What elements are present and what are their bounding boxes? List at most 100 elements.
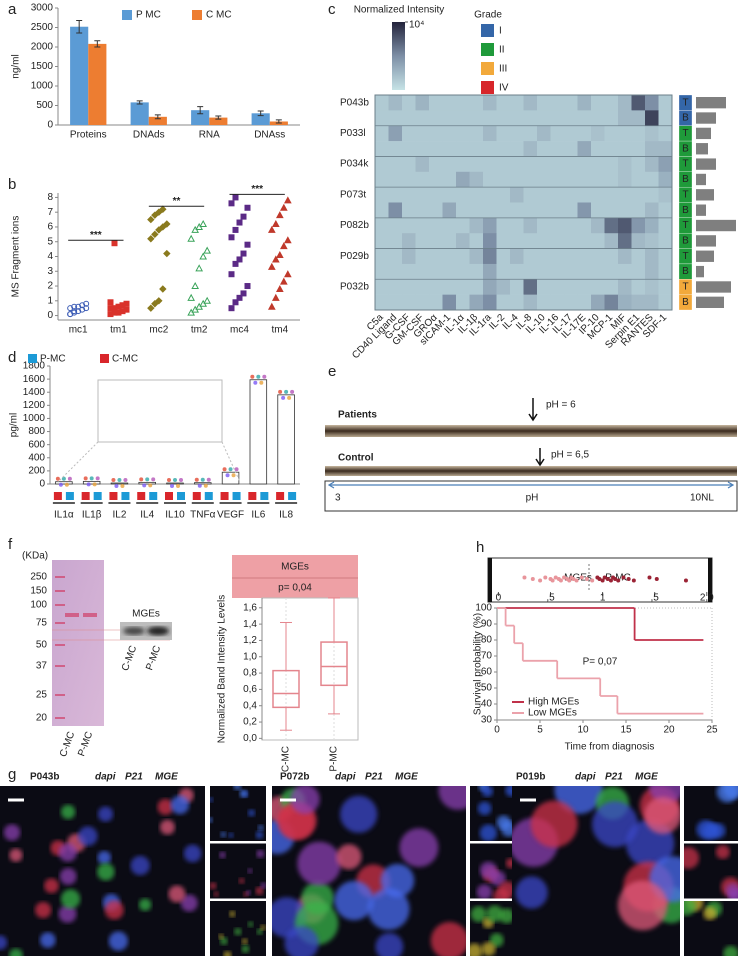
cell xyxy=(247,921,254,927)
legend-label: P-MC xyxy=(40,354,66,365)
heatmap-cell xyxy=(564,110,578,127)
legend-label: C-MC xyxy=(112,354,138,365)
heatmap-cell xyxy=(604,202,619,219)
heatmap-cell xyxy=(631,125,646,142)
heatmap-cell xyxy=(442,110,457,127)
heatmap-cell xyxy=(618,217,632,234)
point xyxy=(151,300,159,308)
cell xyxy=(430,921,466,956)
heatmap-cell xyxy=(591,202,605,219)
cell xyxy=(257,825,264,831)
point xyxy=(111,240,118,247)
x-tick-label: mc2 xyxy=(149,325,168,336)
heatmap-cell xyxy=(442,187,457,203)
point xyxy=(191,281,200,290)
strip-end xyxy=(488,558,492,602)
heatmap-cell xyxy=(483,171,497,188)
heatmap-cell xyxy=(564,141,578,157)
row-label: P082b xyxy=(340,220,369,231)
heatmap-cell xyxy=(631,110,646,127)
heatmap-cell xyxy=(537,110,551,127)
heatmap-cell xyxy=(537,141,551,157)
heatmap-cell xyxy=(510,294,524,311)
point xyxy=(602,575,607,580)
heatmap-cell xyxy=(591,217,605,234)
y-tick-label: 2 xyxy=(47,281,53,292)
point xyxy=(538,578,543,583)
y-axis-title: ng/ml xyxy=(11,54,22,78)
heatmap-cell xyxy=(604,233,619,249)
point xyxy=(195,264,204,272)
heatmap-cell xyxy=(415,263,430,280)
heatmap-cell xyxy=(564,125,578,142)
heatmap-cell xyxy=(645,171,659,188)
heatmap-cell xyxy=(604,263,619,280)
cell xyxy=(58,843,77,862)
y-tick-label: 100 xyxy=(475,603,492,614)
heatmap-cell xyxy=(483,110,497,127)
cell xyxy=(60,804,76,820)
point xyxy=(271,293,280,301)
bar xyxy=(82,480,101,485)
cell xyxy=(229,910,236,917)
cell xyxy=(183,844,202,863)
heatmap-cell xyxy=(577,263,592,280)
point xyxy=(159,285,167,293)
cell xyxy=(39,932,56,948)
group-marker xyxy=(137,492,146,500)
heatmap-cell xyxy=(523,202,538,219)
point xyxy=(199,219,208,228)
point xyxy=(75,303,82,310)
y-tick-label: 1500 xyxy=(31,61,54,72)
error-bar xyxy=(94,40,101,48)
gel-band xyxy=(83,613,97,617)
y-tick-label: 60 xyxy=(481,667,493,678)
point xyxy=(228,271,235,278)
micrograph xyxy=(470,786,512,841)
dot xyxy=(111,478,116,483)
annotation: pH = 6 xyxy=(546,400,576,411)
heatmap-cell xyxy=(429,279,443,295)
heatmap-cell xyxy=(469,233,484,249)
y-tick-label: 90 xyxy=(481,619,493,630)
heatmap-cell xyxy=(415,202,430,219)
heatmap-cell xyxy=(496,202,511,219)
row-bar xyxy=(696,204,706,216)
heatmap-cell xyxy=(375,125,389,142)
cell xyxy=(9,848,23,862)
point xyxy=(267,302,276,310)
point xyxy=(530,577,535,581)
arrow xyxy=(535,448,545,467)
y-tick-label: 1000 xyxy=(31,81,54,92)
unit-label: (KDa) xyxy=(22,551,48,562)
y-tick-label: 1,2 xyxy=(243,635,257,646)
heatmap-cell xyxy=(591,263,605,280)
cell xyxy=(239,789,248,798)
heatmap-cell xyxy=(510,187,524,203)
heatmap-cell xyxy=(415,294,430,311)
cell xyxy=(340,795,378,833)
x-tick-label: ,5 xyxy=(546,593,555,604)
error-bar xyxy=(197,106,204,115)
y-tick-label: 3000 xyxy=(31,3,54,14)
heatmap-cell xyxy=(564,294,578,311)
dot xyxy=(206,477,211,482)
group-marker xyxy=(65,492,74,500)
panel-label: h xyxy=(476,539,484,556)
heatmap-cell xyxy=(591,156,605,173)
image-title: P072b xyxy=(280,772,309,783)
dot xyxy=(58,482,63,487)
x-tick-label: IL1β xyxy=(82,510,102,521)
heatmap-cell xyxy=(483,248,497,265)
point xyxy=(203,296,212,304)
heatmap-cell xyxy=(456,217,470,234)
heatmap-cell xyxy=(645,95,659,111)
cell xyxy=(248,809,256,817)
heatmap-cell xyxy=(375,263,389,280)
cell xyxy=(336,844,362,870)
point xyxy=(240,250,247,257)
cell xyxy=(170,795,190,815)
x-tick-label: 5 xyxy=(537,725,543,736)
point xyxy=(600,578,605,583)
point xyxy=(275,284,284,292)
